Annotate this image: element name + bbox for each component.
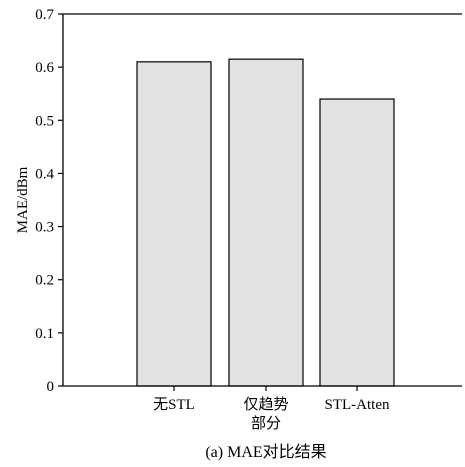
y-tick-label: 0.4 bbox=[35, 166, 54, 182]
y-tick-label: 0.3 bbox=[35, 220, 54, 236]
x-tick-label: 仅趋势部分 bbox=[243, 396, 288, 432]
y-tick-label: 0.7 bbox=[35, 7, 54, 23]
bar bbox=[136, 61, 212, 387]
x-tick-label: STL-Atten bbox=[325, 397, 390, 413]
y-tick-label: 0.6 bbox=[35, 60, 54, 76]
bars-group bbox=[136, 58, 395, 387]
bar bbox=[228, 58, 304, 387]
bar bbox=[319, 98, 395, 387]
y-ticks-group: 0 0.1 0.2 0.3 0.4 0.5 0.6 0.7 bbox=[35, 7, 63, 395]
y-tick-label: 0 bbox=[47, 379, 55, 395]
x-tick-label: 无STL bbox=[153, 397, 195, 413]
chart-caption: (a) MAE对比结果 bbox=[205, 443, 326, 461]
y-tick-label: 0.5 bbox=[35, 113, 54, 129]
y-tick-label: 0.2 bbox=[35, 273, 54, 289]
x-ticks-group: 无STL 仅趋势部分 STL-Atten bbox=[153, 386, 390, 432]
y-tick-label: 0.1 bbox=[35, 326, 54, 342]
y-axis-title: MAE/dBm bbox=[15, 166, 31, 233]
